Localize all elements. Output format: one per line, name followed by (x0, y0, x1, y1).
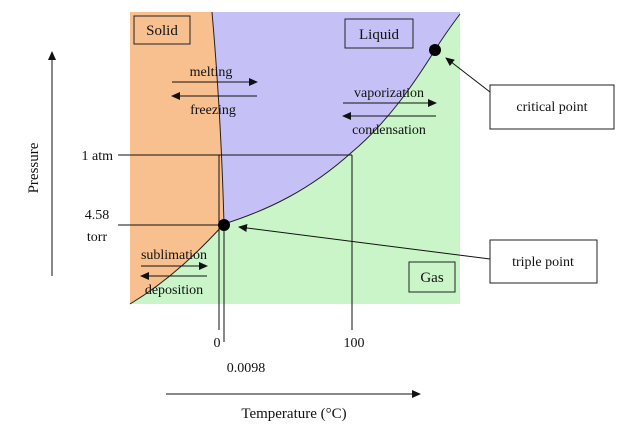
gas-label-box (408, 261, 456, 293)
condensation-label: condensation (352, 123, 426, 138)
triple-pressure-label: 4.58 (85, 208, 110, 223)
liquid-label-box (344, 18, 414, 49)
freezing-label: freezing (190, 103, 236, 118)
one-atm-label: 1 atm (82, 149, 114, 164)
solid-label-box (133, 15, 191, 45)
vaporization-curve (223, 13, 461, 225)
critical-point-pointer (445, 57, 491, 93)
gas-label: Gas (420, 270, 443, 286)
liquid-region (212, 12, 460, 224)
vaporization-label: vaporization (354, 86, 424, 101)
critical-point-callout (489, 84, 615, 130)
triple-point-pointer (238, 224, 491, 260)
melting-label: melting (190, 65, 233, 80)
triple-point-callout (489, 239, 598, 284)
sublimation-label: sublimation (141, 248, 207, 263)
triple-pressure-unit: torr (87, 230, 108, 245)
x-axis-title: Temperature (°C) (241, 406, 346, 422)
triple-point-marker (218, 219, 230, 231)
zero-tick-label: 0 (214, 336, 221, 351)
triple-temp-label: 0.0098 (227, 361, 266, 376)
critical-point-label: critical point (516, 100, 587, 115)
y-axis-title: Pressure (26, 142, 42, 193)
solid-region (130, 12, 224, 304)
triple-point-label: triple point (512, 255, 574, 270)
solid-label: Solid (146, 23, 178, 39)
hundred-tick-label: 100 (344, 336, 365, 351)
melting-curve (211, 11, 225, 225)
sublimation-curve (129, 223, 225, 305)
deposition-label: deposition (145, 283, 203, 298)
liquid-label: Liquid (359, 27, 399, 43)
critical-point-marker (429, 44, 441, 56)
